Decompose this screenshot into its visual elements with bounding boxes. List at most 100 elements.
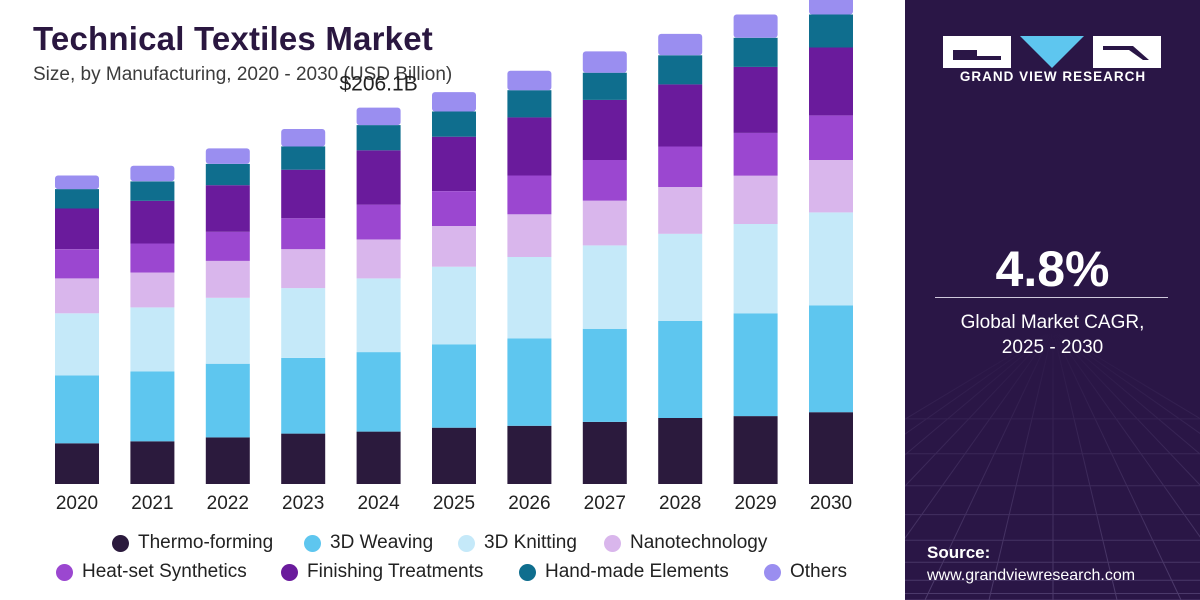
value-annotation: $206.1B — [339, 73, 417, 96]
bar-segment-3d-weaving-2020 — [55, 375, 99, 444]
bar-segment-heat-set-synthetics-2029 — [733, 132, 778, 176]
bar-segment-3d-weaving-2022 — [205, 363, 250, 438]
legend-swatch — [56, 563, 73, 581]
legend-label: Nanotechnology — [630, 532, 768, 553]
bar-segment-finishing-treatments-2022 — [205, 185, 250, 232]
legend-swatch — [304, 534, 321, 552]
bar-segment-thermo-forming-2030 — [809, 412, 853, 484]
legend-item: 3D Knitting — [458, 532, 577, 554]
legend-label: Heat-set Synthetics — [82, 561, 247, 582]
bar-segment-thermo-forming-2026 — [507, 425, 552, 484]
bar-segment-others-2023 — [281, 129, 326, 147]
bar-segment-3d-knitting-2029 — [733, 224, 778, 314]
bar-segment-thermo-forming-2025 — [432, 427, 476, 484]
bar-segment-heat-set-synthetics-2026 — [507, 175, 552, 215]
bar-segment-others-2020 — [55, 175, 99, 190]
bar-segment-others-2022 — [205, 148, 250, 164]
legend-label: Finishing Treatments — [307, 561, 484, 582]
legend-item: 3D Weaving — [304, 532, 433, 554]
bar-segment-hand-made-elements-2023 — [281, 146, 326, 170]
bar-segment-thermo-forming-2029 — [733, 416, 778, 484]
bar-segment-3d-knitting-2022 — [205, 297, 250, 364]
divider — [935, 297, 1168, 298]
x-tick-label: 2029 — [734, 493, 776, 514]
bar-segment-finishing-treatments-2024 — [356, 150, 401, 205]
bar-segment-others-2028 — [658, 33, 703, 56]
bar-segment-nanotechnology-2030 — [809, 160, 853, 213]
bar-segment-thermo-forming-2021 — [130, 441, 175, 484]
bar-segment-finishing-treatments-2023 — [281, 169, 326, 219]
bar-segment-nanotechnology-2024 — [356, 239, 401, 279]
bar-segment-3d-knitting-2028 — [658, 233, 703, 321]
bar-segment-3d-knitting-2020 — [55, 313, 99, 376]
legend-label: 3D Weaving — [330, 532, 434, 553]
bar-segment-heat-set-synthetics-2030 — [809, 115, 853, 160]
bar-segment-hand-made-elements-2028 — [658, 55, 703, 85]
legend-swatch — [281, 563, 298, 581]
x-tick-label: 2026 — [508, 493, 550, 514]
bar-segment-3d-knitting-2027 — [582, 245, 627, 329]
bar-segment-nanotechnology-2022 — [205, 260, 250, 298]
chart-panel: Technical Textiles Market Size, by Manuf… — [0, 0, 905, 587]
bar-segment-3d-weaving-2023 — [281, 357, 326, 434]
x-tick-label: 2025 — [433, 493, 475, 514]
bar-segment-others-2027 — [582, 51, 627, 73]
cagr-value: 4.8% — [995, 241, 1110, 297]
x-tick-label: 2020 — [56, 493, 98, 514]
bar-segment-finishing-treatments-2025 — [432, 136, 476, 191]
x-tick-label: 2030 — [810, 493, 852, 514]
bar-segment-hand-made-elements-2024 — [356, 125, 401, 151]
bar-segment-hand-made-elements-2026 — [507, 90, 552, 118]
bar-segment-heat-set-synthetics-2020 — [55, 249, 99, 279]
bar-segment-others-2029 — [733, 14, 778, 38]
bar-segment-3d-weaving-2021 — [130, 371, 175, 442]
bar-segment-heat-set-synthetics-2027 — [582, 160, 627, 201]
bar-segment-others-2024 — [356, 107, 401, 126]
cagr-label: Global Market CAGR, 2025 - 2030 — [905, 310, 1200, 360]
cagr-label-line-2: 2025 - 2030 — [1001, 337, 1104, 358]
legend-swatch — [764, 563, 781, 581]
x-tick-label: 2024 — [357, 493, 400, 514]
bar-segment-finishing-treatments-2029 — [733, 66, 778, 133]
bar-segment-3d-weaving-2024 — [356, 352, 401, 432]
bar-segment-3d-weaving-2028 — [658, 321, 703, 418]
chart-title: Technical Textiles Market — [33, 20, 433, 57]
bar-segment-nanotechnology-2021 — [130, 272, 175, 308]
legend-row: Heat-set Synthetics Finishing Treatments H… — [0, 561, 905, 587]
bar-segment-hand-made-elements-2030 — [809, 14, 853, 48]
bar-segment-thermo-forming-2027 — [582, 421, 627, 484]
summary-panel: GRAND VIEW RESEARCH 4.8% Global Market C… — [905, 0, 1200, 600]
bar-segment-others-2025 — [432, 92, 476, 112]
bar-segment-hand-made-elements-2022 — [205, 163, 250, 186]
legend-item: Thermo-forming — [112, 532, 273, 554]
bar-segment-heat-set-synthetics-2028 — [658, 146, 703, 188]
bar-segment-3d-knitting-2021 — [130, 307, 175, 372]
bar-segment-nanotechnology-2025 — [432, 226, 476, 267]
x-tick-label: 2028 — [659, 493, 701, 514]
bar-segment-3d-knitting-2024 — [356, 278, 401, 353]
bar-segment-nanotechnology-2029 — [733, 175, 778, 224]
chart-subtitle: Size, by Manufacturing, 2020 - 2030 (USD… — [33, 64, 453, 85]
bar-segment-3d-knitting-2023 — [281, 288, 326, 358]
source-label: Source: — [927, 543, 991, 562]
bar-segment-finishing-treatments-2021 — [130, 200, 175, 244]
source-link[interactable]: www.grandviewresearch.com — [927, 567, 1136, 584]
legend-row: Thermo-forming 3D Weaving 3D Knitting Nanot… — [0, 532, 905, 558]
bar-segment-nanotechnology-2020 — [55, 278, 99, 314]
bar-segment-thermo-forming-2022 — [205, 437, 250, 484]
bar-segment-others-2021 — [130, 165, 175, 182]
legend-label: 3D Knitting — [484, 532, 577, 553]
grand-view-research-logo — [943, 36, 1161, 68]
bar-segment-3d-weaving-2025 — [432, 344, 476, 428]
legend-item: Others — [764, 561, 847, 583]
bar-segment-hand-made-elements-2029 — [733, 37, 778, 67]
bar-segment-3d-weaving-2029 — [733, 313, 778, 417]
stacked-bar-chart: 2020 2021 2022 2023 2024 $206.1B 2025 2026 2027 2… — [55, 0, 853, 514]
bar-segment-heat-set-synthetics-2023 — [281, 218, 326, 250]
bar-segment-thermo-forming-2028 — [658, 418, 703, 484]
legend-item: Finishing Treatments — [281, 561, 483, 583]
bar-segment-hand-made-elements-2027 — [582, 72, 627, 100]
x-tick-label: 2027 — [584, 493, 626, 514]
bar-segment-thermo-forming-2024 — [356, 431, 401, 484]
